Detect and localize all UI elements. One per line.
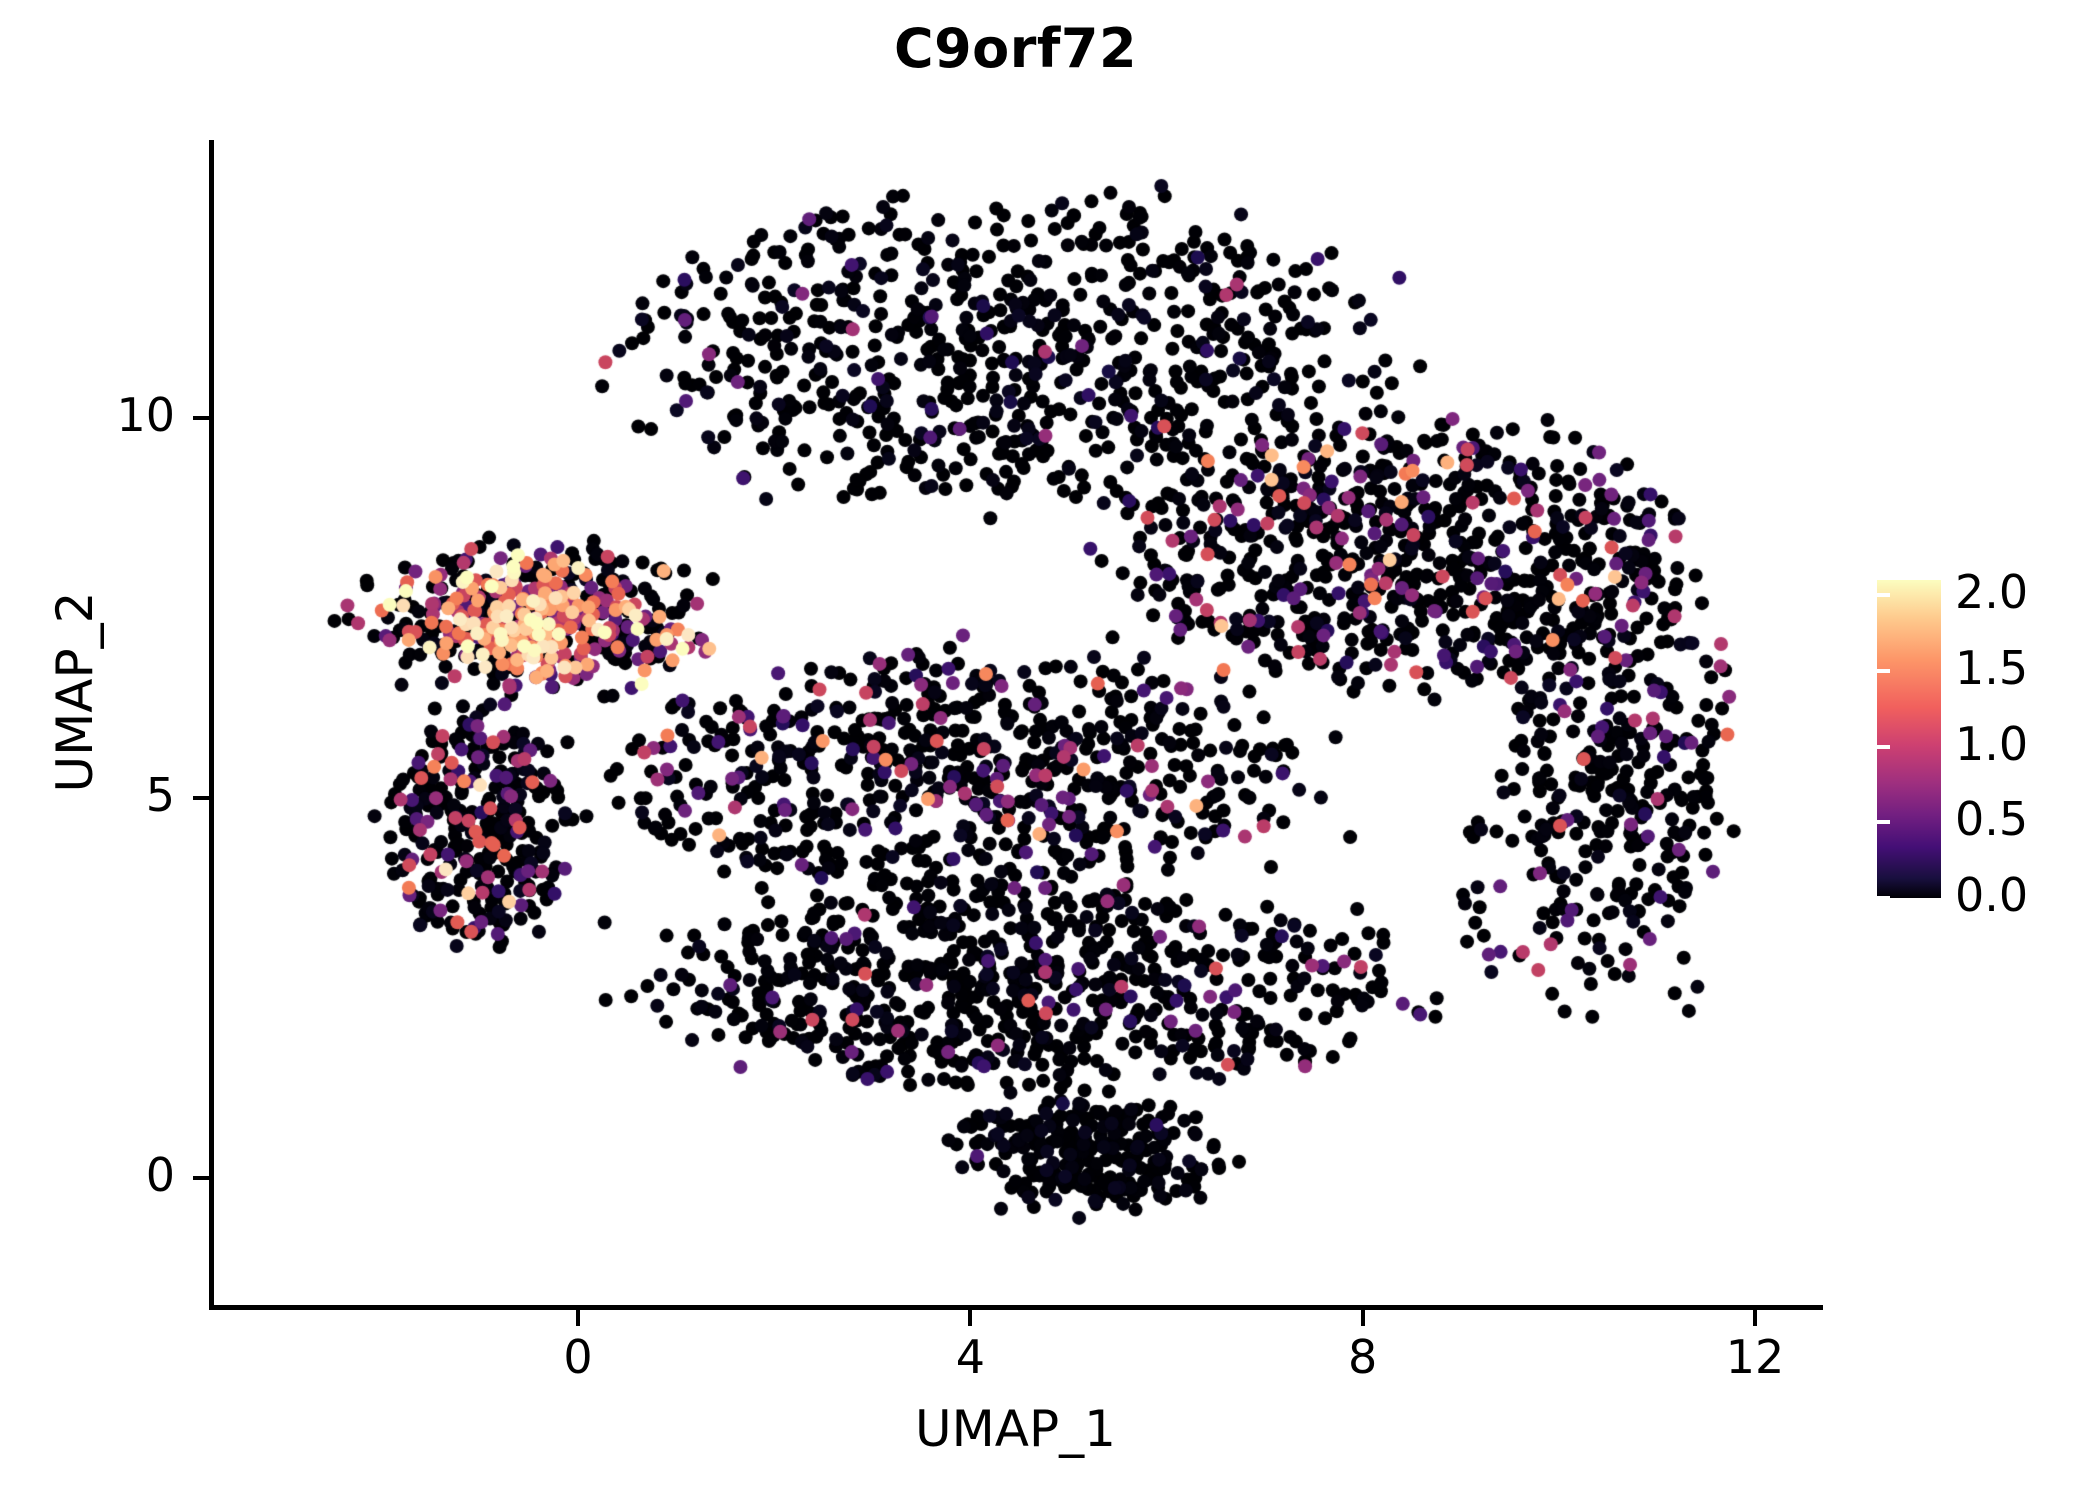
x-tick-label: 8 [1348, 1330, 1378, 1384]
colorbar-tick-mark [1864, 668, 1877, 673]
colorbar-tick-mark [1877, 668, 1890, 673]
x-axis-label: UMAP_1 [915, 1400, 1116, 1458]
x-tick-label: 12 [1725, 1330, 1785, 1384]
colorbar-gradient [1877, 580, 1941, 898]
y-tick-mark [193, 1176, 209, 1180]
colorbar-tick-mark [1864, 896, 1877, 900]
colorbar-tick-label: 1.5 [1955, 640, 2029, 695]
x-tick-mark [1360, 1310, 1365, 1326]
colorbar-tick-mark [1877, 820, 1890, 825]
colorbar-tick-label: 0.0 [1955, 868, 2029, 922]
colorbar-tick-label: 0.5 [1955, 792, 2029, 847]
x-tick-mark [1753, 1310, 1757, 1326]
y-tick-mark [193, 416, 209, 420]
y-tick-label: 10 [116, 388, 175, 442]
colorbar-tick-label: 2.0 [1955, 565, 2029, 620]
colorbar-tick-mark [1877, 744, 1890, 749]
colorbar-tick-mark [1877, 593, 1890, 598]
x-tick-label: 0 [563, 1330, 593, 1384]
y-tick-label: 0 [145, 1148, 175, 1202]
y-tick-label: 5 [145, 768, 175, 822]
y-axis-spine [209, 140, 214, 1310]
colorbar-tick-mark [1864, 744, 1877, 749]
x-axis-spine [209, 1305, 1823, 1310]
x-tick-label: 4 [955, 1330, 985, 1384]
y-tick-mark [193, 796, 209, 800]
colorbar-tick-mark [1864, 820, 1877, 825]
colorbar-tick-mark [1877, 896, 1890, 900]
colorbar-tick-label: 1.0 [1955, 716, 2029, 771]
colorbar-tick-mark [1864, 593, 1877, 598]
x-tick-mark [968, 1310, 973, 1326]
x-tick-mark [576, 1310, 580, 1326]
y-axis-label: UMAP_2 [46, 591, 104, 793]
